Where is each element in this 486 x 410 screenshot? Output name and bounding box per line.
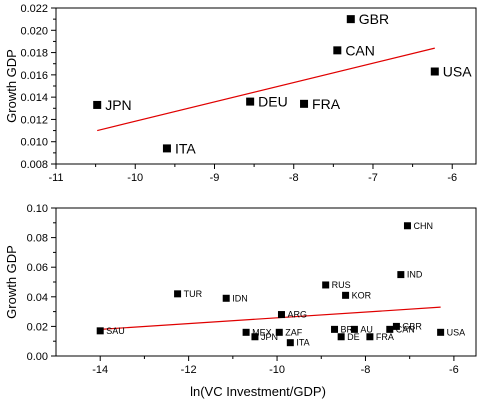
y-tick-label: 0.016	[20, 70, 48, 82]
y-tick-label: 0.10	[27, 203, 48, 215]
point-label-can: CAN	[345, 42, 375, 58]
data-point-usa	[437, 328, 445, 336]
x-tick-label: -14	[92, 364, 108, 376]
point-label-fra: FRA	[312, 96, 341, 112]
data-point-ind	[397, 271, 405, 279]
data-point-de	[337, 333, 345, 341]
point-label-au: AU	[360, 324, 373, 334]
point-label-zaf: ZAF	[285, 327, 303, 337]
panel-2: -14 -12 -10 -8 -6 0.00 0.02 0.04 0.06 0.08 0.10 Gro…	[4, 203, 477, 399]
y-tick-label: 0.00	[27, 351, 48, 363]
data-point-au	[350, 325, 358, 333]
data-point-usa	[430, 67, 439, 76]
data-point-rus	[322, 281, 330, 289]
point-label-arg: ARG	[287, 310, 307, 320]
plot-frame	[55, 7, 477, 165]
data-point-gbr	[392, 322, 400, 330]
point-label-gbr: GBR	[402, 321, 422, 331]
point-label-ita: ITA	[296, 338, 309, 348]
point-label-can: CAN	[396, 324, 415, 334]
data-point-jpn	[251, 333, 259, 341]
data-point-gbr	[346, 15, 355, 24]
point-label-sau: SAU	[106, 326, 125, 336]
point-label-mex: MEX	[252, 327, 272, 337]
data-point-kor	[342, 291, 350, 299]
data-point-ita	[286, 339, 294, 347]
y-axis-title: Growth GDP	[4, 245, 19, 319]
point-label-jpn: JPN	[261, 332, 278, 342]
y-tick-label: 0.010	[20, 137, 48, 149]
point-label-idn: IDN	[232, 293, 248, 303]
data-point-sau	[96, 327, 104, 335]
point-label-usa: USA	[443, 64, 472, 80]
data-point-mex	[242, 328, 250, 336]
x-tick-label: -8	[361, 364, 371, 376]
trend-line	[100, 306, 441, 330]
x-tick-label: -12	[181, 364, 197, 376]
x-tick-label: -9	[210, 172, 220, 184]
x-tick-label: -6	[447, 172, 457, 184]
point-label-fra: FRA	[376, 332, 394, 342]
y-tick-label: 0.02	[27, 321, 48, 333]
y-tick-label: 0.012	[20, 114, 48, 126]
data-point-jpn	[93, 100, 102, 109]
point-label-jpn: JPN	[105, 97, 131, 113]
data-point-fra	[300, 99, 309, 108]
data-point-can	[333, 46, 342, 55]
point-label-de: DE	[347, 332, 360, 342]
y-tick-label: 0.020	[20, 25, 48, 37]
y-tick-label: 0.018	[20, 48, 48, 60]
y-tick-label: 0.08	[27, 233, 48, 245]
point-label-deu: DEU	[258, 94, 288, 110]
data-point-tur	[174, 290, 182, 298]
y-tick-label: 0.06	[27, 262, 48, 274]
point-label-tur: TUR	[184, 289, 203, 299]
data-point-deu	[246, 97, 255, 106]
y-axis-title: Growth GDP	[4, 49, 19, 123]
x-tick-label: -6	[449, 364, 459, 376]
trend-line	[97, 47, 435, 132]
x-tick-label: -10	[269, 364, 285, 376]
panel-1: -11 -10 -9 -8 -7 -6 0.008 0.010 0.012 0.014 0.016 0…	[4, 3, 477, 184]
point-label-gbr: GBR	[359, 11, 389, 27]
point-label-usa: USA	[447, 327, 466, 337]
x-tick-label: -8	[289, 172, 299, 184]
data-point-idn	[222, 294, 230, 302]
point-label-rus: RUS	[332, 280, 351, 290]
y-tick-label: 0.04	[27, 292, 48, 304]
x-tick-label: -10	[127, 172, 143, 184]
data-point-chn	[403, 222, 411, 230]
data-point-zaf	[275, 328, 283, 336]
data-point-can	[386, 325, 394, 333]
x-tick-label: -7	[368, 172, 378, 184]
data-point-arg	[277, 311, 285, 319]
y-tick-label: 0.008	[20, 159, 48, 171]
point-label-br: BR	[341, 324, 354, 334]
data-point-fra	[366, 333, 374, 341]
y-tick-label: 0.022	[20, 3, 48, 15]
point-label-ind: IND	[407, 270, 423, 280]
point-label-ita: ITA	[175, 140, 196, 156]
point-label-chn: CHN	[413, 221, 433, 231]
x-tick-label: -11	[48, 172, 63, 184]
data-point-br	[331, 325, 339, 333]
y-tick-label: 0.014	[20, 92, 48, 104]
point-label-kor: KOR	[352, 290, 372, 300]
data-point-ita	[162, 144, 171, 153]
x-axis-title: ln(VC Investment/GDP)	[190, 384, 326, 399]
